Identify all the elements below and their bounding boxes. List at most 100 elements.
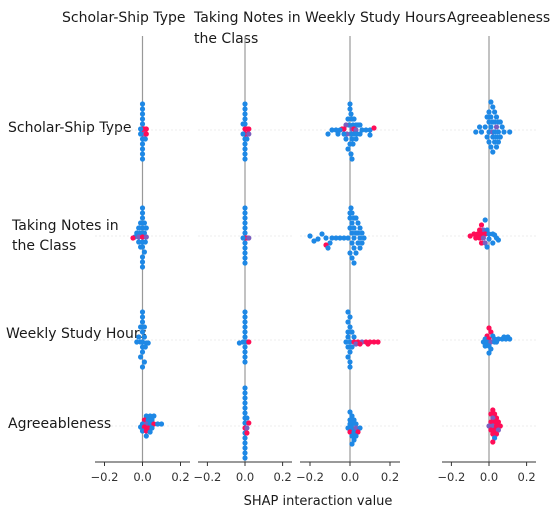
shap-point-r2c3-14 — [349, 230, 355, 236]
shap-point-r2c1-24 — [139, 259, 146, 265]
shap-point-r1c2-4 — [242, 116, 248, 122]
shap-point-r4c3-17 — [351, 437, 357, 443]
shap-point-r2c1-25 — [139, 264, 146, 270]
shap-point-r4c2-19 — [242, 455, 248, 461]
shap-point-r1c1-11 — [139, 151, 146, 157]
shap-point-r3c4-20 — [482, 343, 488, 349]
shap-point-r2c4-9 — [482, 231, 488, 237]
shap-point-r2c4-10 — [486, 231, 492, 237]
shap-point-r2c3-23 — [329, 235, 335, 241]
shap-point-r2c4-15 — [477, 235, 483, 241]
shap-point-r3c2-10 — [246, 339, 252, 345]
shap-point-r3c1-13 — [134, 339, 140, 345]
shap-point-r3c3-21 — [345, 344, 351, 350]
shap-point-r4c4-5 — [490, 415, 496, 421]
shap-point-r3c3-26 — [347, 364, 353, 370]
shap-point-r1c1-19 — [142, 136, 148, 142]
shap-point-r1c3-31 — [335, 131, 341, 137]
shap-point-r1c4-25 — [473, 129, 479, 135]
shap-point-r1c3-20 — [329, 127, 335, 133]
shap-point-r4c4-1 — [490, 407, 496, 413]
shap-point-r4c2-16 — [242, 440, 248, 446]
shap-point-r1c1-3 — [139, 111, 146, 117]
shap-point-r2c3-9 — [351, 225, 357, 231]
shap-point-r4c2-9 — [242, 420, 248, 426]
row-label-3: Weekly Study Hours — [6, 326, 147, 342]
shap-point-r2c1-8 — [143, 225, 149, 231]
shap-point-r1c1-4 — [139, 116, 146, 122]
shap-point-r4c3-13 — [351, 429, 357, 435]
shap-point-r4c2-6 — [242, 410, 248, 416]
shap-point-r3c4-1 — [486, 325, 492, 331]
shap-point-r2c4-19 — [495, 237, 501, 243]
shap-point-r3c3-4 — [347, 324, 353, 330]
shap-point-r1c3-19 — [333, 127, 339, 133]
shap-point-r4c1-17 — [139, 428, 146, 434]
shap-point-r1c1-14 — [143, 126, 149, 132]
shap-point-r3c3-22 — [349, 344, 355, 350]
shap-point-r4c4-17 — [493, 431, 500, 437]
shap-point-r1c2-1 — [242, 101, 248, 107]
shap-point-r1c4-32 — [495, 139, 501, 145]
shap-point-r4c4-7 — [492, 419, 498, 425]
shap-point-r3c1-15 — [142, 344, 148, 350]
shap-point-r2c1-9 — [138, 230, 144, 236]
x-tick-label-4-3: 0.2 — [517, 470, 535, 484]
shap-point-r3c3-6 — [349, 329, 355, 335]
shap-point-r2c1-18 — [136, 239, 142, 245]
shap-point-r4c2-10 — [246, 420, 252, 426]
shap-point-r1c1-18 — [138, 131, 144, 137]
shap-point-r1c3-11 — [355, 122, 361, 128]
shap-point-r2c2-15 — [242, 260, 248, 266]
shap-point-r1c4-31 — [492, 139, 498, 145]
shap-point-r2c3-37 — [347, 250, 353, 256]
shap-point-r1c1-9 — [139, 141, 146, 147]
shap-point-r2c1-7 — [136, 225, 142, 231]
shap-point-r2c3-21 — [337, 235, 343, 241]
shap-point-r2c4-1 — [482, 217, 488, 223]
shap-point-r1c4-26 — [484, 134, 490, 140]
shap-point-r1c3-41 — [349, 156, 355, 162]
column-title-3: Weekly Study Hours — [305, 10, 446, 26]
shap-point-r4c1-4 — [141, 417, 147, 423]
shap-point-r2c4-3 — [480, 227, 486, 233]
shap-point-r4c1-3 — [151, 413, 157, 419]
shap-point-r2c3-30 — [355, 240, 361, 246]
shap-point-r1c4-35 — [490, 149, 496, 155]
shap-point-r4c2-15 — [242, 435, 248, 441]
shap-point-r1c4-15 — [493, 124, 500, 130]
shap-point-r2c2-13 — [242, 250, 248, 256]
shap-point-r3c3-7 — [345, 334, 351, 340]
shap-point-r3c4-15 — [484, 339, 490, 345]
x-tick-label-3-2: 0.0 — [341, 470, 359, 484]
shap-point-r2c1-14 — [139, 234, 146, 240]
shap-point-r2c3-11 — [347, 225, 353, 231]
shap-point-r2c2-9 — [246, 235, 252, 241]
shap-point-r4c3-2 — [349, 413, 355, 419]
shap-point-r1c3-22 — [363, 127, 369, 133]
shap-point-r3c1-8 — [141, 334, 147, 340]
shap-point-r3c2-3 — [242, 319, 248, 325]
shap-point-r4c1-19 — [147, 429, 153, 435]
shap-point-r2c1-10 — [141, 230, 147, 236]
shap-point-r1c3-18 — [337, 127, 343, 133]
shap-point-r3c1-4 — [138, 324, 144, 330]
shap-point-r3c1-17 — [138, 354, 144, 360]
shap-point-r2c4-4 — [477, 227, 483, 233]
shap-point-r2c1-1 — [139, 205, 146, 211]
shap-point-r2c1-23 — [139, 254, 146, 260]
shap-point-r1c2-3 — [242, 111, 248, 117]
shap-point-r1c4-16 — [499, 124, 505, 130]
shap-point-r1c1-1 — [139, 101, 146, 107]
shap-point-r4c1-12 — [158, 421, 165, 427]
shap-point-r4c4-6 — [495, 419, 501, 425]
shap-point-r4c3-6 — [349, 421, 355, 427]
shap-point-r3c1-5 — [141, 324, 147, 330]
shap-point-r4c4-15 — [488, 427, 494, 433]
shap-point-r3c3-1 — [345, 309, 351, 315]
shap-point-r2c1-19 — [142, 239, 148, 245]
shap-point-r1c4-3 — [486, 109, 492, 115]
shap-point-r2c2-1 — [242, 205, 248, 211]
shap-point-r2c3-16 — [345, 235, 351, 241]
shap-point-r4c3-12 — [347, 429, 353, 435]
